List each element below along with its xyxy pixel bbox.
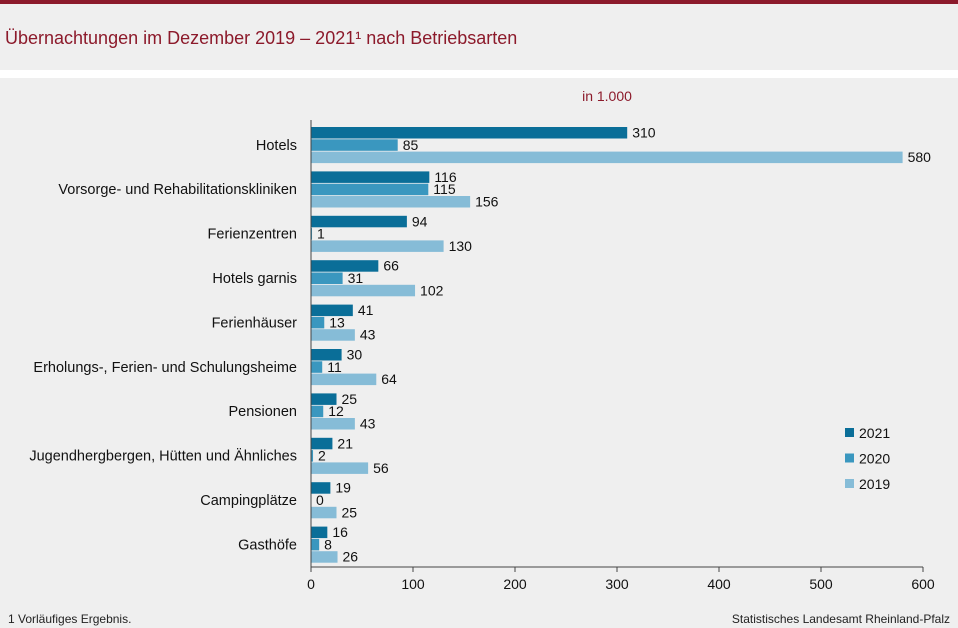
value-label-2020-0: 85 <box>403 137 419 153</box>
separator-band <box>0 70 958 78</box>
value-label-2020-1: 115 <box>433 181 456 197</box>
x-tick-label-6: 600 <box>911 576 935 592</box>
category-label-8: Campingplätze <box>200 493 297 509</box>
legend-swatch-2021 <box>845 428 854 437</box>
value-label-2021-2: 94 <box>412 213 428 229</box>
source-note: Statistisches Landesamt Rheinland-Pfalz <box>731 612 950 626</box>
value-label-2021-9: 16 <box>332 524 348 540</box>
category-label-6: Pensionen <box>228 404 297 420</box>
value-label-2019-3: 102 <box>420 282 444 298</box>
bar-2019-3 <box>311 284 416 297</box>
bar-2019-1 <box>311 196 471 208</box>
x-tick-label-0: 0 <box>307 576 315 592</box>
x-tick-label-2: 200 <box>503 576 527 592</box>
bar-2020-0 <box>311 139 398 151</box>
bar-2021-7 <box>311 437 333 450</box>
legend-swatch-2019 <box>845 479 854 488</box>
legend-label-2019: 2019 <box>859 476 890 492</box>
bar-2020-2 <box>311 228 313 240</box>
value-label-2020-5: 11 <box>327 359 342 375</box>
bar-chart: in 1.00031085580Hotels116115156Vorsorge-… <box>29 88 935 592</box>
value-label-2021-8: 19 <box>335 480 351 496</box>
value-label-2019-1: 156 <box>475 194 499 210</box>
value-label-2019-9: 26 <box>343 549 359 565</box>
unit-label: in 1.000 <box>582 88 632 104</box>
value-label-2020-7: 2 <box>318 448 326 464</box>
bar-2020-9 <box>311 538 320 551</box>
category-label-2: Ferienzentren <box>208 227 297 243</box>
bar-2020-4 <box>311 316 325 329</box>
value-label-2019-4: 43 <box>360 327 376 343</box>
bar-2021-2 <box>311 215 407 228</box>
category-label-3: Hotels garnis <box>212 271 297 287</box>
category-label-5: Erholungs-, Ferien- und Schulungsheime <box>33 360 297 376</box>
category-label-9: Gasthöfe <box>238 537 297 553</box>
chart-area: in 1.000 310 85 580 Hotels 116 115 156 Vorsorge-… <box>0 78 958 628</box>
bar-2019-7 <box>311 462 369 474</box>
x-tick-label-1: 100 <box>401 576 425 592</box>
bar-2019-4 <box>311 329 355 341</box>
x-tick-label-5: 500 <box>809 576 833 592</box>
bar-2021-4 <box>311 304 353 317</box>
value-label-2020-4: 13 <box>329 314 345 330</box>
footnote: 1 Vorläufiges Ergebnis. <box>8 612 132 626</box>
category-label-4: Ferienhäuser <box>212 315 298 331</box>
bar-2021-6 <box>311 393 337 405</box>
category-label-1: Vorsorge- und Rehabilitationskliniken <box>58 182 297 198</box>
bar-2019-8 <box>311 506 337 519</box>
legend-label-2021: 2021 <box>859 425 890 441</box>
bar-2020-7 <box>311 450 314 462</box>
bar-2020-5 <box>311 361 323 373</box>
x-tick-label-4: 400 <box>707 576 731 592</box>
legend-label-2020: 2020 <box>859 451 890 467</box>
category-label-0: Hotels <box>256 138 297 154</box>
bar-2019-9 <box>311 551 338 563</box>
value-label-2021-6: 25 <box>342 391 358 407</box>
value-label-2020-9: 8 <box>324 536 332 552</box>
value-label-2021-4: 41 <box>358 302 374 318</box>
value-label-2020-3: 31 <box>348 270 364 286</box>
bar-2020-3 <box>311 272 343 284</box>
value-label-2019-2: 130 <box>449 238 473 254</box>
bar-2021-9 <box>311 526 328 539</box>
x-tick-label-3: 300 <box>605 576 629 592</box>
bar-2021-8 <box>311 482 331 494</box>
value-label-2020-8: 0 <box>316 492 324 508</box>
bar-2020-1 <box>311 183 429 196</box>
bar-2021-0 <box>311 127 628 139</box>
value-label-2019-8: 25 <box>342 504 358 520</box>
value-label-2020-6: 12 <box>328 403 344 419</box>
bar-2020-6 <box>311 405 324 418</box>
value-label-2021-3: 66 <box>383 258 399 274</box>
value-label-2019-6: 43 <box>360 416 376 432</box>
bar-2019-2 <box>311 240 444 252</box>
bar-2021-1 <box>311 171 430 183</box>
top-rule <box>0 0 958 4</box>
bar-2021-5 <box>311 349 342 361</box>
value-label-2021-5: 30 <box>347 347 363 363</box>
chart-title: Übernachtungen im Dezember 2019 – 2021¹ … <box>5 28 518 48</box>
bar-2021-3 <box>311 260 379 272</box>
bar-2019-5 <box>311 373 377 386</box>
value-label-2021-1: 116 <box>434 169 457 185</box>
value-label-2021-0: 310 <box>632 125 656 141</box>
value-label-2020-2: 1 <box>317 226 325 242</box>
value-label-2019-0: 580 <box>908 149 932 165</box>
value-label-2019-5: 64 <box>381 371 397 387</box>
header: Übernachtungen im Dezember 2019 – 2021¹ … <box>0 4 958 70</box>
value-label-2019-7: 56 <box>373 460 389 476</box>
legend-swatch-2020 <box>845 453 854 463</box>
bar-2019-6 <box>311 418 355 430</box>
bar-2019-0 <box>311 151 903 164</box>
category-label-7: Jugendhergbergen, Hütten und Ähnliches <box>29 448 297 465</box>
value-label-2021-7: 21 <box>337 435 353 451</box>
